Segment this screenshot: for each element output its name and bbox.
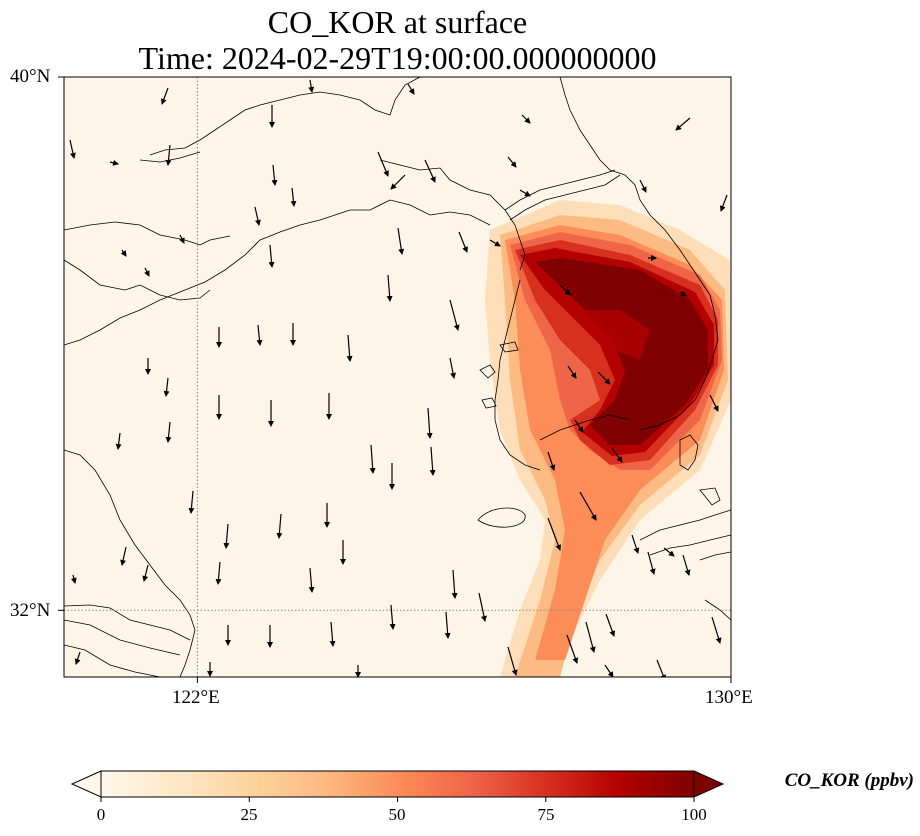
wind-arrow: [160, 87, 169, 105]
wind-arrow: [268, 244, 275, 268]
map-title: CO_KOR at surface: [267, 4, 528, 40]
wind-arrow: [709, 394, 719, 412]
wind-arrow: [507, 156, 517, 168]
wind-arrow: [519, 189, 531, 197]
wind-arrow: [386, 274, 393, 302]
wind-arrow: [451, 569, 458, 599]
wind-arrow: [256, 324, 263, 346]
wind-arrow: [144, 267, 150, 277]
wind-arrow: [276, 513, 283, 539]
wind-arrow: [682, 554, 691, 576]
wind-arrow: [559, 284, 571, 296]
lat-tick-40n: 40°N: [10, 66, 51, 87]
wind-arrow: [120, 249, 127, 257]
wind-arrow: [547, 517, 562, 551]
wind-arrow: [397, 227, 405, 255]
wind-arrow: [604, 664, 614, 677]
wind-arrow: [567, 365, 577, 379]
colorbar-extend-min: [70, 770, 102, 798]
map-subtitle-time: Time: 2024-02-29T19:00:00.000000000: [138, 40, 657, 76]
wind-arrow: [290, 187, 297, 207]
wind-arrow: [308, 79, 315, 93]
wind-arrow: [449, 357, 456, 379]
wind-arrow: [69, 139, 76, 159]
wind-arrow: [547, 451, 556, 471]
wind-arrow: [109, 159, 119, 166]
colorbar-gradient: [101, 771, 694, 797]
wind-arrow: [329, 621, 336, 647]
axis-tick-marks: [58, 76, 732, 683]
wind-arrow: [639, 179, 647, 193]
wind-arrow: [407, 83, 415, 95]
colorbar: [70, 770, 725, 802]
colorbar-tick-100: 100: [681, 805, 707, 824]
wind-arrow: [675, 117, 691, 131]
wind-arrow: [478, 592, 487, 622]
wind-arrow: [507, 646, 518, 676]
wind-arrow: [574, 419, 584, 433]
wind-arrow: [585, 621, 596, 653]
wind-arrow: [188, 490, 195, 514]
colorbar-label: CO_KOR (ppbv): [784, 770, 914, 791]
wind-arrow: [74, 651, 81, 665]
lon-tick-122e: 122°E: [172, 687, 220, 708]
wind-arrow: [429, 446, 436, 476]
wind-arrow: [611, 447, 623, 463]
wind-arrow: [424, 159, 436, 183]
wind-arrow: [521, 114, 531, 124]
wind-arrow: [165, 144, 172, 166]
wind-arrow: [165, 421, 172, 443]
wind-arrow: [163, 377, 170, 397]
wind-arrow: [390, 174, 406, 190]
wind-arrow: [70, 574, 77, 584]
wind-arrow: [711, 616, 722, 644]
co-concentration-field: [485, 200, 731, 677]
wind-arrow: [449, 299, 460, 331]
lon-tick-130e: 130°E: [705, 687, 753, 708]
gridlines: [64, 77, 731, 677]
colorbar-extend-max: [693, 770, 725, 798]
wind-arrow: [142, 564, 149, 582]
wind-arrow: [179, 234, 185, 244]
wind-arrow: [346, 334, 353, 362]
wind-arrow: [444, 611, 451, 639]
wind-arrow: [120, 546, 127, 566]
colorbar-tick-0: 0: [96, 805, 106, 824]
wind-arrow: [308, 567, 315, 593]
wind-arrow: [215, 561, 222, 585]
wind-arrow: [579, 491, 597, 521]
colorbar-tick-25: 25: [240, 805, 258, 824]
wind-arrow: [115, 432, 122, 450]
map-frame: [63, 76, 732, 678]
wind-arrow: [605, 613, 616, 637]
wind-vectors: [69, 79, 728, 677]
wind-arrow: [426, 407, 433, 439]
wind-arrow: [223, 523, 230, 549]
wind-arrow: [489, 239, 501, 247]
wind-arrow: [647, 551, 656, 575]
colorbar-tick-50: 50: [388, 805, 406, 824]
wind-arrow: [458, 231, 468, 253]
wind-arrow: [597, 371, 611, 385]
wind-arrow: [631, 534, 640, 554]
wind-arrow: [254, 206, 261, 226]
wind-arrow: [389, 604, 396, 630]
lat-tick-32n: 32°N: [10, 600, 51, 621]
wind-arrow: [271, 164, 278, 186]
wind-arrow: [719, 194, 728, 212]
wind-arrow: [663, 547, 675, 557]
wind-arrow: [679, 290, 687, 297]
wind-arrow: [566, 634, 579, 664]
colorbar-tick-75: 75: [537, 805, 555, 824]
wind-arrow: [377, 151, 389, 177]
wind-arrow: [369, 444, 376, 474]
